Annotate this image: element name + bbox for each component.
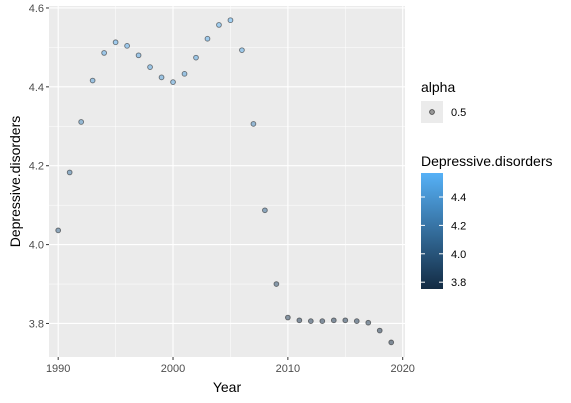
data-point bbox=[89, 77, 96, 84]
data-point bbox=[193, 54, 199, 61]
data-point bbox=[239, 47, 245, 54]
minor-gridlines bbox=[49, 6, 405, 357]
data-point bbox=[66, 169, 73, 176]
colorbar-tick-label: 3.8 bbox=[451, 277, 466, 289]
data-point bbox=[330, 317, 337, 324]
data-point bbox=[296, 317, 303, 324]
data-point bbox=[204, 35, 211, 42]
data-point bbox=[147, 64, 153, 70]
y-tick-label: 3.8 bbox=[29, 318, 44, 330]
y-tick-label: 4.6 bbox=[29, 3, 44, 15]
alpha-legend: alpha 0.5 bbox=[421, 79, 466, 123]
data-point bbox=[376, 327, 383, 334]
y-axis-ticks: 3.8 4.0 4.2 4.4 4.6 bbox=[29, 3, 49, 330]
data-point bbox=[365, 319, 372, 326]
colorbar-tick-label: 4.4 bbox=[451, 192, 466, 204]
x-tick-label: 2000 bbox=[161, 363, 185, 375]
x-tick-label: 1990 bbox=[46, 363, 70, 375]
major-gridlines bbox=[49, 6, 405, 357]
y-tick-label: 4.2 bbox=[29, 161, 44, 173]
data-point bbox=[250, 121, 257, 127]
data-point bbox=[388, 339, 395, 346]
colorbar-tick-label: 4.0 bbox=[451, 249, 466, 261]
x-axis-ticks: 1990 2000 2010 2020 bbox=[46, 357, 415, 375]
y-tick-label: 4.0 bbox=[29, 240, 44, 252]
data-point bbox=[55, 227, 62, 234]
data-points bbox=[55, 17, 395, 346]
y-axis-title: Depressive.disorders bbox=[7, 116, 23, 248]
data-point bbox=[181, 70, 188, 77]
colorbar-tick-label: 4.2 bbox=[451, 220, 466, 232]
alpha-legend-point bbox=[429, 109, 435, 115]
data-point bbox=[78, 119, 85, 125]
data-point bbox=[353, 318, 360, 324]
data-point bbox=[307, 318, 314, 324]
data-point bbox=[124, 42, 130, 49]
data-point bbox=[135, 52, 142, 59]
data-point bbox=[285, 314, 291, 321]
plot-panel bbox=[49, 6, 405, 357]
colorbar-ticks: 3.8 4.0 4.2 4.4 bbox=[421, 192, 466, 289]
data-point bbox=[158, 74, 165, 81]
x-tick-label: 2010 bbox=[276, 363, 300, 375]
data-point bbox=[170, 79, 176, 85]
data-point bbox=[273, 281, 280, 287]
x-tick-label: 2020 bbox=[390, 363, 414, 375]
data-point bbox=[227, 17, 234, 24]
alpha-legend-label: 0.5 bbox=[451, 107, 466, 119]
data-point bbox=[101, 50, 107, 56]
color-legend-title: Depressive.disorders bbox=[421, 153, 553, 169]
color-legend: Depressive.disorders 3.8 4.0 4.2 4.4 bbox=[421, 153, 553, 289]
alpha-legend-title: alpha bbox=[421, 79, 455, 95]
y-tick-label: 4.4 bbox=[29, 82, 44, 94]
data-point bbox=[112, 39, 119, 46]
data-point bbox=[342, 317, 349, 324]
colorbar bbox=[421, 173, 443, 289]
data-point bbox=[319, 318, 326, 324]
x-axis-title: Year bbox=[213, 379, 242, 395]
data-point bbox=[216, 22, 222, 28]
data-point bbox=[262, 207, 268, 214]
